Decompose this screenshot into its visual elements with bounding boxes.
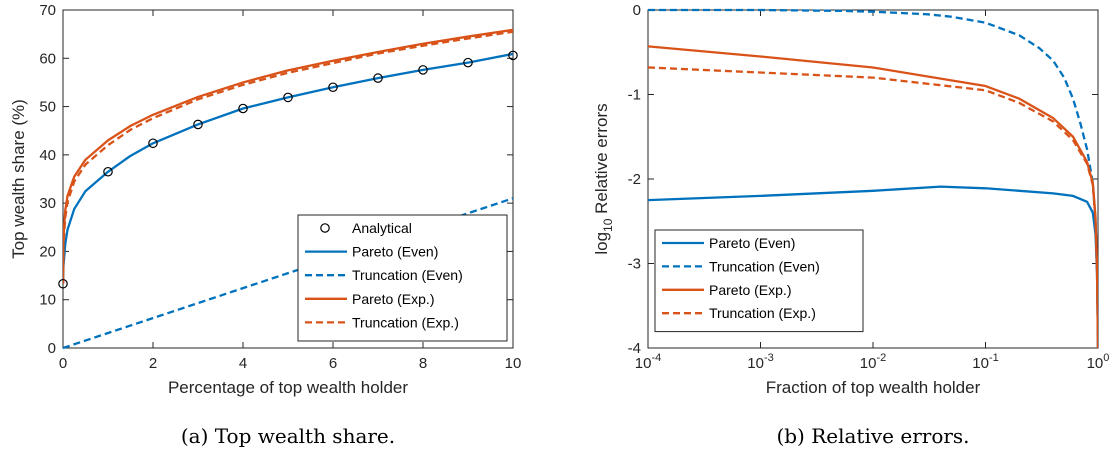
y-tick-label: 0: [633, 2, 641, 19]
data-point-analytical: [103, 166, 113, 177]
chart-top-wealth-share: 0 10 20 30 40 50 60 70 0 2 4 6 8 10 Percentage of top …: [9, 2, 521, 448]
y-tick-label: -4: [628, 340, 641, 357]
data-point-analytical: [283, 92, 293, 103]
y-axis-label: Top wealth share (%): [9, 99, 28, 259]
x-tick-label: 2: [149, 355, 157, 372]
x-tick-label: 8: [419, 355, 427, 372]
data-point-analytical: [193, 119, 203, 130]
series-line-truncation-exp: [63, 30, 513, 284]
x-tick-label: 6: [329, 355, 337, 372]
x-tick-label: 4: [239, 355, 247, 372]
data-point-analytical: [418, 65, 428, 75]
legend-label-truncation-exp: Truncation (Exp.): [709, 305, 816, 321]
y-tick-label: -3: [628, 256, 641, 273]
legend-label-pareto-even: Pareto (Even): [709, 235, 795, 251]
x-tick-label: 0: [59, 355, 67, 372]
x-tick-label: 100: [1087, 352, 1110, 372]
data-point-analytical: [373, 73, 383, 83]
legend-label-truncation-even: Truncation (Even): [709, 258, 820, 274]
plot-area: [63, 28, 513, 350]
series-line-truncation-exp: [648, 66, 1098, 349]
legend-box: [654, 229, 864, 333]
legend-label-truncation-exp: Truncation (Exp.): [352, 314, 459, 330]
data-point-analytical: [238, 103, 248, 114]
data-point-analytical: [463, 57, 473, 68]
y-tick-label: 60: [39, 50, 56, 67]
chart-relative-errors: -4 -3 -2 -1 0 10-4 10-3 10-2 10-1 100 Fraction of …: [592, 2, 1109, 448]
x-tick-label: 10-1: [972, 352, 998, 372]
x-tick-label: 10-3: [747, 352, 773, 372]
series-line-truncation-even: [63, 197, 513, 350]
series-line-pareto-even: [63, 52, 513, 284]
data-point-analytical: [508, 50, 518, 61]
y-tick-label: 50: [39, 99, 56, 116]
figure-caption: (a) Top wealth share.: [181, 424, 395, 448]
legend-label-pareto-even: Pareto (Even): [352, 244, 438, 260]
y-tick-label: 70: [39, 2, 56, 19]
y-tick-label: 10: [39, 292, 56, 309]
plot-area: [648, 8, 1098, 349]
y-tick-label: 0: [48, 340, 56, 357]
legend-box: [297, 214, 508, 342]
x-tick-label: 10-4: [635, 352, 661, 372]
plot-frame: [62, 9, 514, 349]
y-tick-label: 20: [39, 243, 56, 260]
legend-marker-analytical: [320, 223, 330, 233]
legend-label-analytical: Analytical: [352, 220, 412, 236]
x-axis-label: Percentage of top wealth holder: [168, 378, 408, 397]
x-tick-label: 10: [505, 355, 522, 372]
y-tick-label: -2: [628, 171, 641, 188]
legend: Analytical Pareto (Even) Truncation (Even)…: [297, 214, 508, 342]
y-axis-label: log10 Relative errors: [592, 103, 615, 254]
data-point-analytical: [148, 138, 158, 149]
legend: Pareto (Even) Truncation (Even) Pareto (Ex…: [654, 229, 864, 333]
series-line-pareto-exp: [63, 28, 513, 284]
y-tick-label: 30: [39, 195, 56, 212]
legend-label-pareto-exp: Pareto (Exp.): [352, 291, 434, 307]
y-tick-label: -1: [628, 87, 641, 104]
legend-label-truncation-even: Truncation (Even): [352, 267, 463, 283]
x-tick-label: 10-2: [860, 352, 886, 372]
legend-label-pareto-exp: Pareto (Exp.): [709, 282, 791, 298]
x-axis-label: Fraction of top wealth holder: [766, 378, 981, 397]
y-tick-label: 40: [39, 147, 56, 164]
figure-caption: (b) Relative errors.: [776, 424, 969, 448]
data-point-analytical: [328, 82, 338, 93]
data-point-analytical: [58, 278, 68, 289]
